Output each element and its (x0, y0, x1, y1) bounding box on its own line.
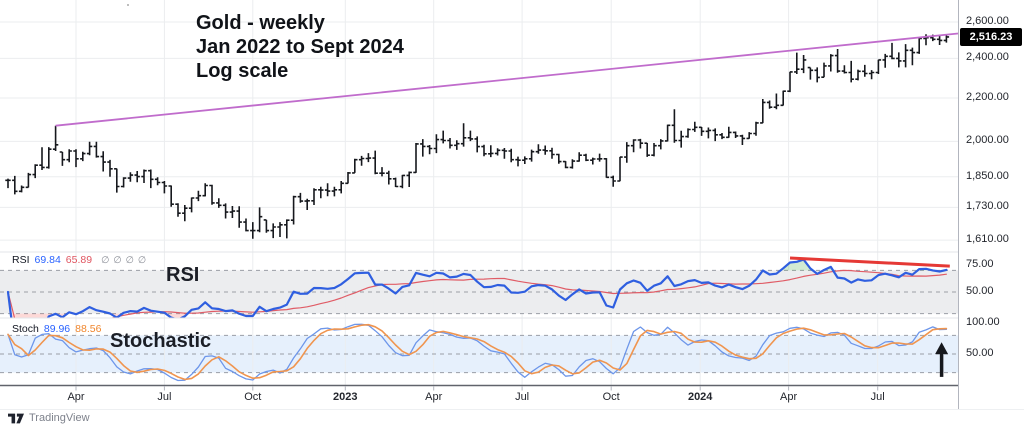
rsi-axis-label: 75.00 (966, 258, 994, 270)
price-axis[interactable]: 2,516.23 2,600.00 2,400.00 2,200.00 2,000.0… (959, 0, 1024, 409)
rsi-axis-label: 50.00 (966, 285, 994, 297)
stochastic-k-value: 89.96 (43, 323, 71, 335)
chart-title-annotation: Gold - weekly Jan 2022 to Sept 2024 Log … (196, 11, 404, 83)
stoch-axis-label: 50.00 (966, 347, 994, 359)
rsi-indicator-header[interactable]: RSI 69.84 65.89 ∅ ∅ ∅ ∅ (12, 254, 146, 266)
time-axis-label: Jul (157, 391, 172, 403)
time-axis-label: Apr (425, 391, 443, 403)
time-axis-label: Oct (602, 391, 620, 403)
title-line-scale: Log scale (196, 60, 289, 82)
empty-circle-icon[interactable]: ∅ (101, 254, 110, 266)
rsi-ma-value: 65.89 (65, 254, 93, 266)
time-axis-label: Apr (780, 391, 798, 403)
stoch-axis-label: 100.00 (966, 316, 1000, 328)
price-axis-label: 1,850.00 (966, 169, 1009, 182)
tradingview-logo-text: TradingView (29, 412, 90, 424)
time-axis[interactable]: Apr Jul Oct 2023 Apr Jul Oct 2024 Apr Jul (0, 386, 958, 409)
time-axis-label: Jul (870, 391, 885, 403)
empty-circle-icon[interactable]: ∅ (125, 254, 134, 266)
rsi-indicator-title[interactable]: RSI (12, 254, 30, 266)
stochastic-d-value: 88.56 (75, 323, 102, 335)
stochastic-pane-annotation: Stochastic (110, 330, 212, 352)
title-line-range: Jan 2022 to Sept 2024 (196, 36, 404, 58)
rsi-pane-annotation: RSI (166, 264, 200, 286)
empty-circle-icon[interactable]: ∅ (113, 254, 122, 266)
price-axis-label: 1,730.00 (966, 200, 1009, 213)
time-axis-label: Apr (67, 391, 85, 403)
artifact-dot (127, 4, 129, 6)
last-price-badge: 2,516.23 (960, 27, 1022, 46)
price-axis-label: 2,200.00 (966, 91, 1009, 103)
time-axis-label: Jul (515, 391, 530, 403)
rsi-current-value: 69.84 (34, 254, 61, 266)
price-axis-label: 2,000.00 (966, 134, 1009, 147)
time-axis-label: 2024 (687, 391, 713, 403)
rsi-header-icons[interactable]: ∅ ∅ ∅ ∅ (97, 255, 146, 266)
stochastic-indicator-title[interactable]: Stoch (12, 323, 39, 335)
time-axis-label: 2023 (333, 391, 358, 403)
price-axis-label: 2,600.00 (966, 15, 1009, 27)
tradingview-logo-icon (8, 413, 24, 423)
price-axis-label: 2,400.00 (966, 51, 1009, 64)
stochastic-indicator-header[interactable]: Stoch 89.96 88.56 (12, 323, 101, 335)
title-line-symbol: Gold - weekly (196, 12, 325, 34)
price-axis-label: 1,610.00 (966, 233, 1009, 246)
empty-circle-icon[interactable]: ∅ (137, 254, 147, 266)
time-axis-label: Oct (244, 391, 262, 403)
tradingview-attribution[interactable]: TradingView (8, 412, 90, 424)
